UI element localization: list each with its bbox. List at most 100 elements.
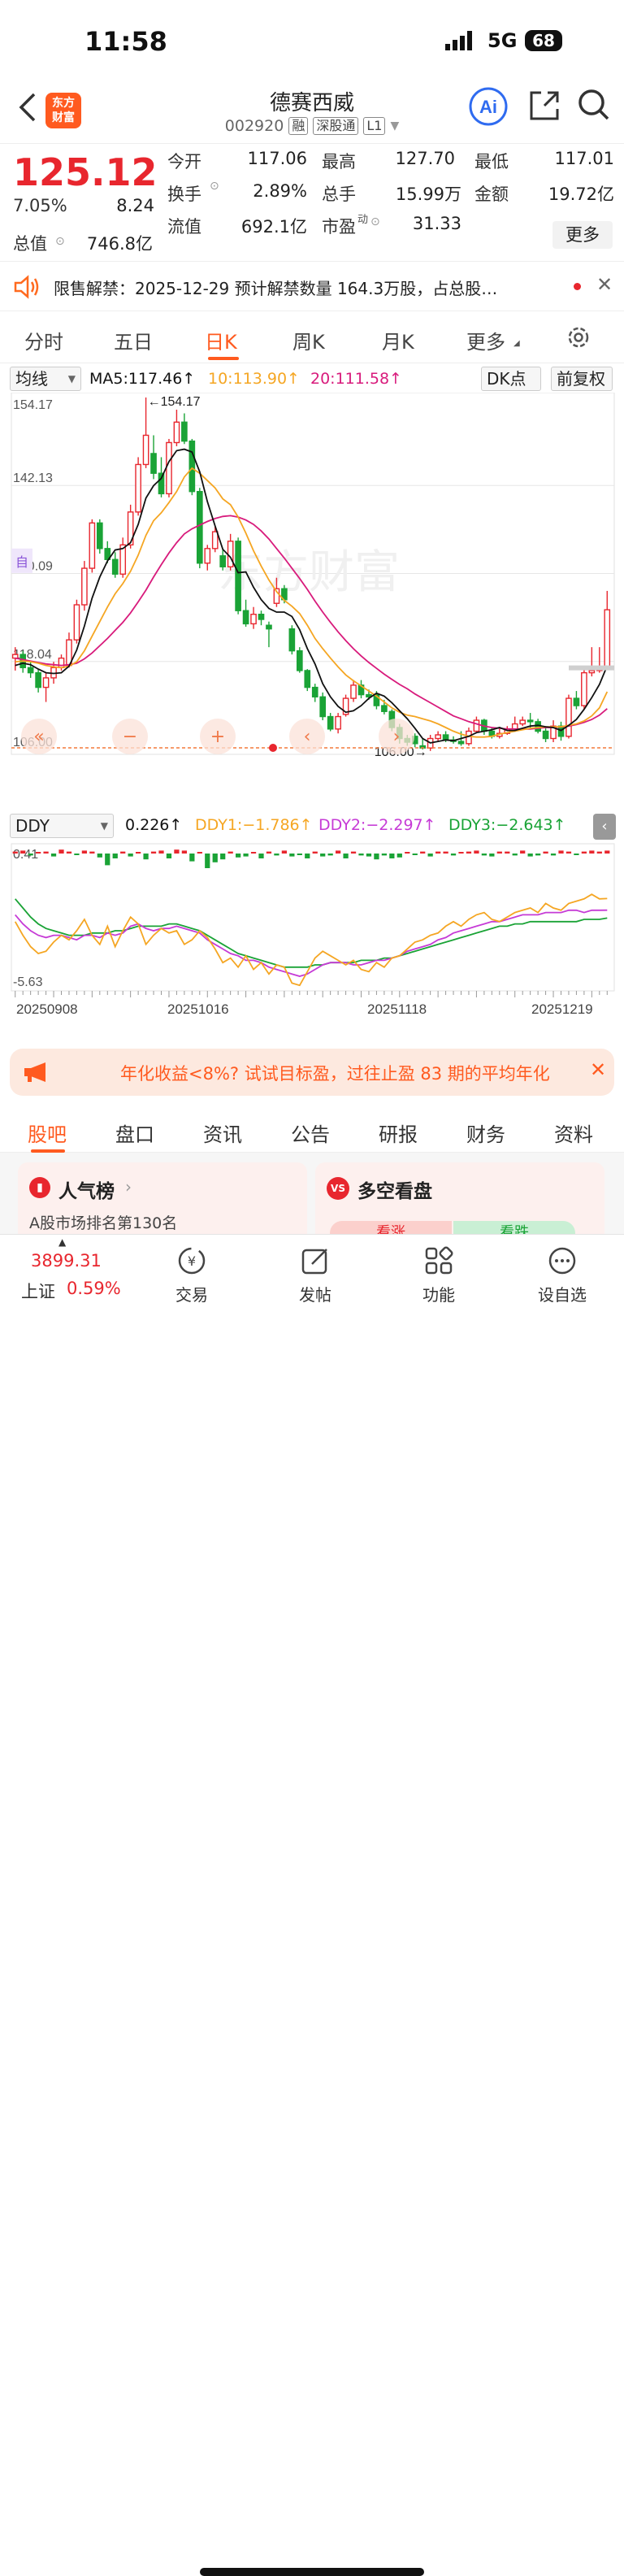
info-icon[interactable]: ⊙	[55, 235, 65, 248]
ddy-bar	[120, 851, 126, 854]
caret-down-icon: ▼	[100, 820, 108, 832]
ddy-bar	[320, 854, 326, 857]
back-icon[interactable]	[18, 93, 37, 122]
tab-research[interactable]: 研报	[379, 1123, 418, 1146]
ddy-bar	[589, 850, 595, 854]
amount-value: 19.72亿	[548, 185, 614, 204]
ddy-bar	[150, 851, 157, 854]
add-watchlist-button[interactable]: 设自选	[522, 1246, 603, 1305]
candle-body	[166, 441, 172, 495]
ddy-bar	[458, 852, 464, 854]
ma-select[interactable]: 均线 ▼	[10, 367, 81, 391]
ddy-bar	[135, 852, 141, 854]
open-value: 117.06	[247, 149, 307, 168]
candle-body	[296, 649, 303, 671]
ma20-value: 20:111.58↑	[310, 370, 402, 388]
ddy-bar	[527, 854, 533, 857]
stock-code-row[interactable]: 002920 融 深股通 L1 ▼	[0, 117, 624, 135]
ddy3-value: DDY3:−2.643↑	[448, 816, 566, 834]
candle-body	[204, 548, 211, 564]
ddy-bar	[289, 854, 295, 857]
current-position-dot	[269, 744, 277, 752]
collapse-indicator-button[interactable]: ‹	[593, 814, 616, 840]
close-icon[interactable]: ✕	[596, 273, 613, 296]
candle-body	[573, 697, 580, 706]
promo-banner[interactable]: 年化收益<8%? 试试目标盈，过往止盈 83 期的平均年化 ✕	[10, 1049, 614, 1096]
candle-body	[435, 734, 441, 740]
candle-body	[11, 654, 19, 659]
tab-news[interactable]: 资讯	[203, 1123, 242, 1146]
candle-body	[588, 670, 596, 674]
tab-announcements[interactable]: 公告	[291, 1123, 330, 1146]
ddy-bar	[405, 852, 410, 854]
tab-daily-k[interactable]: 日K	[205, 331, 237, 354]
svg-text:Ai: Ai	[479, 97, 497, 117]
tab-finance[interactable]: 财务	[466, 1123, 505, 1146]
ddy-bar	[66, 851, 72, 854]
functions-button[interactable]: 功能	[398, 1246, 479, 1305]
candle-body	[111, 558, 119, 575]
tab-forum[interactable]: 股吧	[28, 1123, 67, 1146]
popularity-card[interactable]: ▮ 人气榜 › A股市场排名第130名	[18, 1162, 307, 1244]
indicator-select[interactable]: DDY ▼	[10, 814, 114, 838]
close-icon[interactable]: ✕	[590, 1058, 607, 1081]
chart-nav-button	[289, 719, 325, 754]
ddy-bar	[50, 854, 57, 857]
candle-body	[127, 511, 134, 546]
candle-body	[442, 734, 449, 741]
candle-body	[173, 421, 180, 444]
chart-nav-icon: ›	[393, 727, 401, 747]
kline-chart-area[interactable]: 154.17142.13130.09118.04106.00东方财富←154.1…	[0, 392, 624, 1035]
ddy-bar	[281, 850, 288, 854]
share-icon[interactable]	[528, 89, 561, 122]
ddy-bar	[350, 851, 357, 854]
info-icon[interactable]: ⊙	[370, 215, 380, 228]
ddy-bar	[212, 854, 218, 862]
candle-body	[457, 741, 465, 745]
candle-body	[535, 721, 541, 732]
ddy-bar	[174, 849, 180, 854]
post-button[interactable]: 发帖	[275, 1246, 356, 1305]
tab-profile[interactable]: 资料	[554, 1123, 593, 1146]
ddy-bar	[305, 854, 310, 858]
tab-orderbook[interactable]: 盘口	[115, 1123, 154, 1146]
ddy-bar	[20, 850, 26, 854]
tab-five-day[interactable]: 五日	[114, 331, 153, 354]
notice-bar[interactable]: 限售解禁：2025-12-29 预计解禁数量 164.3万股，占总股… ✕	[0, 261, 624, 311]
trade-icon: ¥	[178, 1247, 206, 1275]
info-icon[interactable]: ⊙	[210, 180, 219, 193]
ddy-bar	[505, 851, 510, 854]
ddy-bar	[435, 851, 441, 854]
svg-text:¥: ¥	[188, 1253, 196, 1269]
ddy-bar	[466, 851, 472, 854]
index-value[interactable]: 3899.31	[31, 1251, 102, 1271]
brand-logo: 东方 财富	[46, 93, 81, 128]
ddy-bar	[143, 854, 149, 860]
tab-more[interactable]: 更多	[466, 331, 505, 354]
candle-body	[250, 614, 257, 625]
trade-button[interactable]: ¥ 交易	[151, 1246, 232, 1305]
settings-gear-icon[interactable]	[566, 324, 592, 350]
kline-chart[interactable]: 154.17142.13130.09118.04106.00东方财富←154.1…	[0, 392, 624, 1035]
ai-assistant-icon[interactable]: Ai	[468, 86, 509, 127]
dk-point-select[interactable]: DK点	[481, 367, 541, 391]
ddy-bar	[596, 851, 602, 854]
more-quote-button[interactable]: 更多	[552, 221, 613, 249]
price-tick-label: 142.13	[13, 471, 53, 485]
ddy-bar	[235, 854, 241, 858]
candle-body	[342, 697, 349, 715]
pe-value: 31.33	[412, 214, 462, 233]
tab-monthly-k[interactable]: 月K	[382, 331, 414, 354]
search-icon[interactable]	[577, 88, 611, 122]
high-label: 最高	[322, 152, 356, 172]
tag-level: L1	[363, 117, 386, 135]
tab-indicator	[31, 1149, 65, 1153]
tab-weekly-k[interactable]: 周K	[292, 331, 325, 354]
candle-body	[96, 522, 103, 550]
ddy-bar	[35, 852, 41, 854]
candle-body	[89, 522, 96, 569]
candle-body	[366, 693, 372, 697]
adjust-select[interactable]: 前复权	[551, 367, 613, 391]
bull-bear-card[interactable]: VS 多空看盘 看涨 看跌	[315, 1162, 604, 1245]
tab-intraday[interactable]: 分时	[24, 331, 63, 354]
